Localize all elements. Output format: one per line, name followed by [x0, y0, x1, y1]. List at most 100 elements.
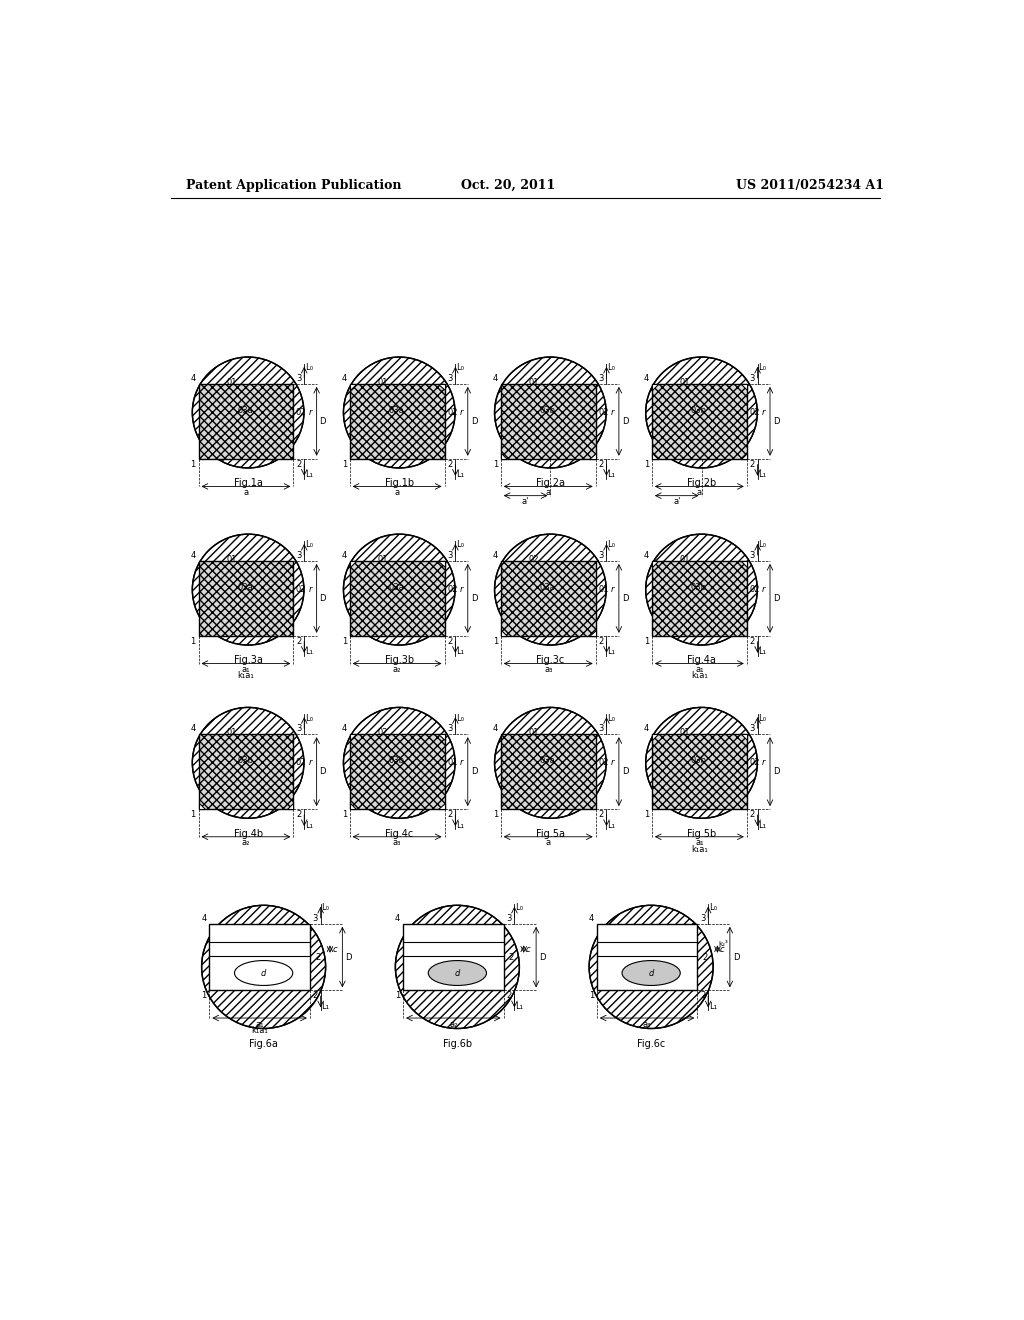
- Text: 03b: 03b: [690, 583, 707, 591]
- Text: a: a: [546, 488, 551, 498]
- Text: Fig.1a: Fig.1a: [233, 478, 262, 488]
- Text: 1: 1: [644, 810, 649, 818]
- Polygon shape: [501, 453, 507, 459]
- Bar: [349, 384, 444, 459]
- Text: 03b: 03b: [388, 756, 404, 766]
- Polygon shape: [501, 630, 507, 636]
- Text: L₁: L₁: [515, 1002, 523, 1011]
- Text: L₁: L₁: [322, 1002, 330, 1011]
- Text: 01: 01: [680, 727, 690, 737]
- Text: 3: 3: [598, 374, 604, 383]
- Text: Fig.2a: Fig.2a: [536, 478, 565, 488]
- Text: 3: 3: [598, 550, 604, 560]
- Text: Fig.3a: Fig.3a: [233, 656, 262, 665]
- Text: L₀: L₀: [305, 363, 313, 372]
- Text: c: c: [720, 945, 724, 953]
- Text: L₀: L₀: [456, 540, 464, 549]
- Text: D: D: [622, 594, 629, 603]
- Text: 01: 01: [680, 378, 690, 387]
- Text: L₀: L₀: [758, 714, 766, 722]
- Text: Fig.5a: Fig.5a: [536, 829, 565, 838]
- Text: 2: 2: [506, 991, 512, 1001]
- Text: US 2011/0254234 A1: US 2011/0254234 A1: [736, 178, 884, 191]
- Text: Fig.6c: Fig.6c: [637, 1039, 666, 1049]
- Text: L₁: L₁: [305, 821, 313, 830]
- Text: 4: 4: [190, 725, 196, 734]
- Text: 3: 3: [312, 913, 317, 923]
- Text: 3: 3: [598, 725, 604, 734]
- Text: 1: 1: [644, 459, 649, 469]
- Text: 3: 3: [506, 913, 512, 923]
- Text: L₁: L₁: [456, 470, 464, 479]
- Text: 4: 4: [644, 374, 649, 383]
- Text: 03a: 03a: [388, 583, 404, 591]
- Bar: [501, 384, 596, 459]
- Text: L₁: L₁: [758, 470, 766, 479]
- Text: L₀: L₀: [305, 714, 313, 722]
- Polygon shape: [199, 803, 205, 809]
- Circle shape: [646, 535, 758, 645]
- Text: 4: 4: [190, 374, 196, 383]
- Text: 1: 1: [493, 636, 498, 645]
- Text: 3: 3: [700, 913, 706, 923]
- Text: a₁: a₁: [695, 665, 703, 675]
- Text: a: a: [394, 488, 399, 498]
- Text: 2: 2: [702, 953, 708, 961]
- Text: 2: 2: [509, 953, 514, 961]
- Polygon shape: [590, 630, 596, 636]
- Text: 01: 01: [528, 378, 539, 387]
- Polygon shape: [438, 384, 444, 389]
- Text: 3: 3: [296, 725, 301, 734]
- Bar: [501, 734, 596, 809]
- Bar: [597, 924, 697, 990]
- Polygon shape: [349, 384, 356, 389]
- Text: Oct. 20, 2011: Oct. 20, 2011: [461, 178, 555, 191]
- Polygon shape: [438, 734, 444, 741]
- Text: k₁a₁: k₁a₁: [691, 672, 708, 680]
- Text: L₀: L₀: [515, 903, 523, 912]
- Text: D: D: [773, 594, 779, 603]
- Text: 02: 02: [447, 585, 458, 594]
- Bar: [199, 384, 294, 459]
- Text: D: D: [319, 594, 326, 603]
- Text: D: D: [733, 953, 739, 961]
- Text: D: D: [773, 767, 779, 776]
- Text: D: D: [622, 417, 629, 426]
- Polygon shape: [740, 734, 746, 741]
- Text: 3: 3: [447, 725, 453, 734]
- Text: Fig.3c: Fig.3c: [537, 656, 564, 665]
- Text: 3: 3: [750, 725, 755, 734]
- Text: L₁: L₁: [709, 1002, 717, 1011]
- Text: 2: 2: [296, 636, 301, 645]
- Polygon shape: [349, 803, 356, 809]
- Polygon shape: [652, 561, 658, 568]
- Text: 4: 4: [644, 550, 649, 560]
- Polygon shape: [287, 803, 294, 809]
- Text: 2: 2: [598, 636, 604, 645]
- Polygon shape: [652, 734, 658, 741]
- Text: 1: 1: [190, 459, 196, 469]
- Text: D: D: [471, 767, 477, 776]
- Circle shape: [589, 906, 713, 1028]
- Text: k₁a₁: k₁a₁: [251, 1026, 268, 1035]
- Text: 01: 01: [377, 554, 388, 564]
- Text: 03a: 03a: [238, 583, 253, 591]
- Text: r: r: [611, 408, 614, 417]
- Ellipse shape: [234, 961, 293, 986]
- Text: 2: 2: [700, 991, 706, 1001]
- Text: a: a: [546, 838, 551, 847]
- Text: L₀: L₀: [607, 714, 615, 722]
- Text: D: D: [319, 417, 326, 426]
- Text: r: r: [611, 585, 614, 594]
- Text: L₁: L₁: [456, 648, 464, 656]
- Bar: [403, 924, 504, 990]
- Text: Fig.4c: Fig.4c: [385, 829, 414, 838]
- Text: Fig.4a: Fig.4a: [687, 656, 716, 665]
- Text: L₀: L₀: [709, 903, 717, 912]
- Text: 01: 01: [377, 378, 388, 387]
- Text: 1: 1: [190, 636, 196, 645]
- Text: 3: 3: [447, 550, 453, 560]
- Polygon shape: [438, 561, 444, 568]
- Circle shape: [343, 708, 455, 818]
- Polygon shape: [652, 384, 658, 389]
